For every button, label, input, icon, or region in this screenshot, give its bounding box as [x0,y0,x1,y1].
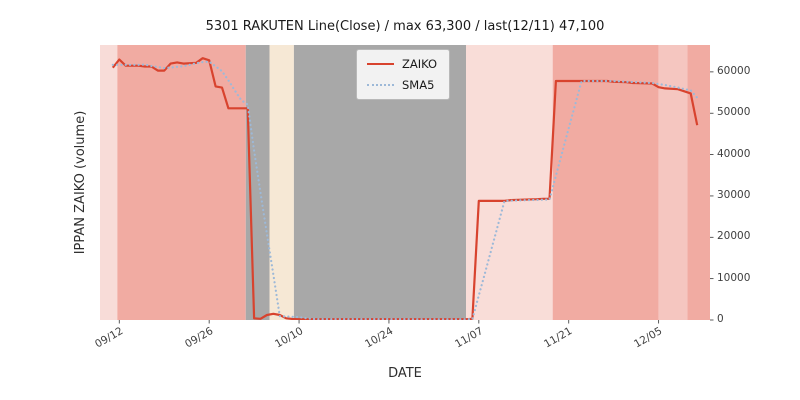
sma5-line [111,60,699,320]
chart-title: 5301 RAKUTEN Line(Close) / max 63,300 / … [205,19,605,34]
y-tick-label: 10000 [717,271,751,284]
background-band [658,45,688,320]
background-band [100,45,118,320]
x-axis-label: DATE [388,366,422,381]
y-tick-label: 30000 [717,188,751,201]
background-band [117,45,246,320]
legend: ZAIKO SMA5 [356,49,451,100]
legend-label-sma5: SMA5 [402,78,435,92]
y-tick-label: 20000 [717,230,751,243]
background-band [552,45,659,320]
legend-item-sma5: SMA5 [367,78,437,92]
background-band [687,45,710,320]
y-tick-label: 40000 [717,147,751,160]
legend-item-zaiko: ZAIKO [367,57,437,71]
zaiko-line-sample [367,63,394,65]
y-tick-label: 0 [717,313,724,325]
background-band [466,45,553,320]
y-tick-label: 60000 [717,64,751,77]
axis-ticks [118,71,714,324]
y-tick-label: 50000 [717,106,751,119]
legend-label-zaiko: ZAIKO [402,57,438,71]
sma5-line-sample [367,84,394,86]
background-bands [100,45,710,320]
series-lines [111,57,699,320]
